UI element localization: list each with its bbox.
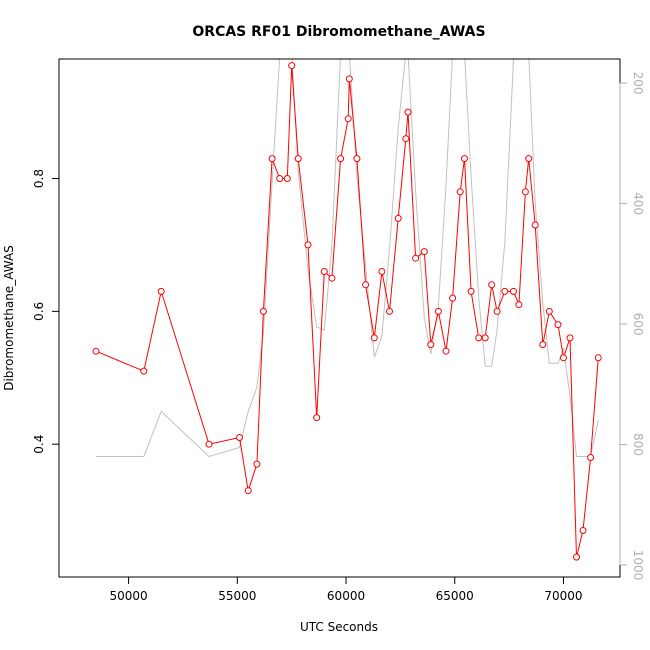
y2-tick-label: 800 [631, 433, 645, 456]
data-point [353, 155, 361, 163]
data-point [560, 354, 567, 362]
data-point [404, 108, 412, 116]
data-point [386, 307, 393, 315]
x-tick-label: 60000 [327, 589, 365, 603]
data-point [573, 553, 580, 561]
y2-tick-label: 600 [631, 313, 645, 336]
y-axis: 0.4 0.6 0.8 [32, 169, 60, 454]
data-point [362, 281, 370, 289]
data-point [205, 440, 213, 448]
y-tick-label: 0.4 [32, 435, 46, 454]
y2-tick-label: 200 [631, 72, 645, 95]
data-point [402, 135, 410, 143]
plot-frame [58, 58, 621, 578]
data-point [521, 188, 529, 196]
y-tick-label: 0.6 [32, 302, 46, 321]
data-point [157, 287, 165, 295]
data-point [304, 241, 312, 249]
y2-tick-label: 400 [631, 192, 645, 215]
x-tick-label: 65000 [436, 589, 474, 603]
data-point [394, 214, 402, 222]
y2-axis: 200 400 600 800 1000 [619, 72, 645, 581]
x-tick-label: 55000 [218, 589, 256, 603]
data-point [539, 341, 547, 349]
data-point [515, 301, 523, 309]
data-point [525, 155, 533, 163]
data-point [554, 321, 562, 329]
series-secondary-line [96, 59, 599, 458]
y-axis-label: Dibromomethane_AWAS [2, 245, 16, 391]
data-point [531, 221, 539, 229]
data-point [501, 287, 509, 295]
data-point [236, 434, 243, 441]
data-point [566, 334, 574, 342]
data-point [449, 294, 457, 302]
series-primary-line [95, 65, 599, 558]
data-point [344, 115, 352, 123]
y2-tick-label: 1000 [631, 550, 645, 581]
data-point [545, 307, 553, 315]
data-point [288, 62, 296, 70]
data-point [587, 454, 595, 461]
data-point [475, 334, 483, 342]
data-point [313, 414, 321, 422]
data-point [337, 155, 345, 163]
data-point [420, 248, 428, 256]
data-point [370, 334, 378, 342]
data-point [328, 274, 336, 282]
data-point [345, 75, 353, 83]
data-point [594, 354, 602, 362]
chart-title: ORCAS RF01 Dibromomethane_AWAS [192, 24, 485, 40]
x-tick-label: 70000 [544, 589, 582, 603]
data-point [461, 155, 468, 163]
x-axis: 50000 55000 60000 65000 70000 [109, 576, 583, 603]
data-point [481, 334, 489, 342]
data-point [434, 307, 442, 315]
data-point [467, 287, 475, 295]
data-point [378, 268, 386, 275]
data-point [253, 460, 261, 468]
data-point [510, 287, 517, 295]
data-point [442, 347, 450, 355]
data-point [427, 341, 435, 349]
plot-area [92, 59, 602, 561]
data-point [92, 347, 100, 355]
data-point [579, 527, 587, 534]
data-point [493, 307, 501, 315]
data-point [283, 175, 291, 182]
data-point [412, 254, 420, 262]
data-point [268, 155, 276, 163]
data-point [456, 188, 464, 196]
data-point [320, 268, 328, 275]
data-point [259, 307, 267, 315]
data-point [488, 281, 496, 289]
x-axis-label: UTC Seconds [300, 620, 378, 634]
x-tick-label: 50000 [109, 589, 147, 603]
y-tick-label: 0.8 [32, 169, 46, 188]
data-point [276, 175, 284, 182]
data-point [140, 367, 148, 375]
data-point [244, 487, 252, 495]
data-point [294, 155, 302, 163]
